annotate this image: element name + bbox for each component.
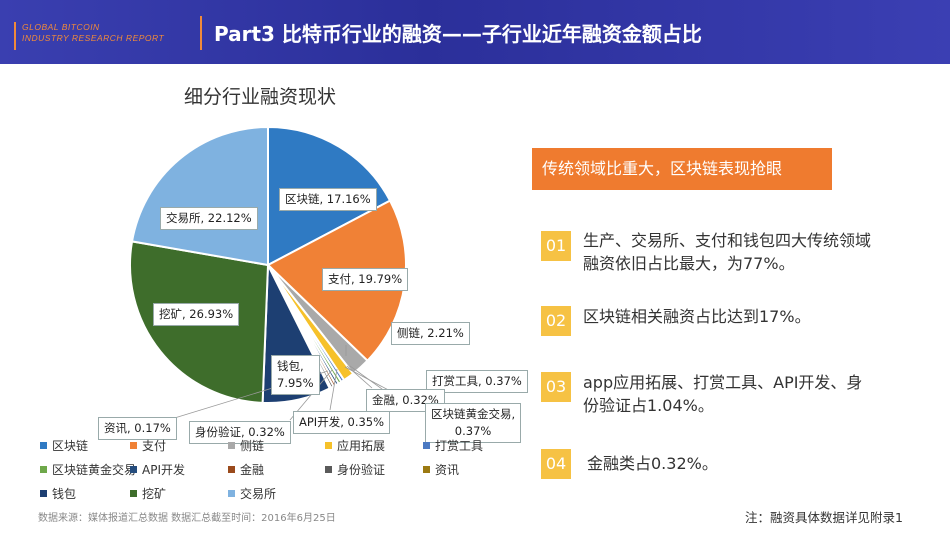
point-number-02: 02: [541, 306, 571, 336]
legend-item-blockchain: 区块链: [40, 437, 88, 454]
summary-banner: 传统领域比重大，区块链表现抢眼: [532, 148, 832, 190]
footnote: 注：融资具体数据详见附录1: [745, 510, 903, 525]
leader-line-finance: [346, 365, 373, 389]
pie-slice-12: [130, 125, 269, 267]
chart-title: 细分行业融资现状: [183, 86, 336, 108]
point-text-04: 金融类占0.32%。: [587, 452, 718, 475]
legend-label: 应用拓展: [337, 439, 386, 453]
header-divider: [200, 16, 202, 50]
label-identity: 身份验证, 0.32%: [189, 421, 291, 444]
legend-label: 挖矿: [142, 487, 167, 501]
label-gold-line2: 0.37%: [454, 424, 492, 438]
label-gold: 区块链黄金交易, 0.37%: [425, 403, 522, 443]
header-bar: GLOBAL BITCOIN INDUSTRY RESEARCH REPORT …: [0, 0, 950, 64]
legend-item-finance: 金融: [228, 461, 264, 478]
legend-item-api: API开发: [130, 461, 185, 478]
point-text-line: 金融类占0.32%。: [587, 454, 718, 473]
label-wallet: 钱包, 7.95%: [271, 355, 320, 395]
label-wallet-line1: 钱包,: [277, 359, 304, 373]
point-text-02: 区块链相关融资占比达到17%。: [583, 305, 811, 328]
legend-swatch: [325, 442, 332, 449]
label-sidechain: 侧链, 2.21%: [391, 322, 470, 345]
legend-label: 区块链: [52, 439, 89, 453]
legend-item-news: 资讯: [423, 461, 459, 478]
point-text-line: 份验证占1.04%。: [583, 396, 714, 415]
point-text-03: app应用拓展、打赏工具、API开发、身 份验证占1.04%。: [583, 371, 862, 417]
label-news: 资讯, 0.17%: [98, 417, 177, 440]
legend-swatch: [130, 442, 137, 449]
point-number-04: 04: [541, 449, 571, 479]
legend-label: 身份验证: [337, 463, 386, 477]
legend-item-app-extension: 应用拓展: [325, 437, 385, 454]
legend-swatch: [130, 466, 137, 473]
legend-swatch: [423, 466, 430, 473]
point-text-line: app应用拓展、打赏工具、API开发、身: [583, 373, 863, 392]
label-exchange: 交易所, 22.12%: [160, 207, 258, 230]
leader-line-api: [329, 368, 338, 411]
legend-swatch: [40, 442, 47, 449]
legend-label: 钱包: [52, 487, 77, 501]
label-tip: 打赏工具, 0.37%: [426, 370, 528, 393]
legend-item-exchange: 交易所: [228, 485, 276, 502]
legend-label: 金融: [240, 463, 265, 477]
legend-swatch: [40, 466, 47, 473]
brand-line-1: GLOBAL BITCOIN: [22, 22, 100, 32]
legend-item-identity: 身份验证: [325, 461, 385, 478]
legend-item-sidechain: 侧链: [228, 437, 264, 454]
label-mining: 挖矿, 26.93%: [153, 303, 240, 326]
legend-swatch: [228, 490, 235, 497]
label-payment: 支付, 19.79%: [322, 268, 409, 291]
point-text-line: 生产、交易所、支付和钱包四大传统领域: [583, 231, 872, 250]
report-brand: GLOBAL BITCOIN INDUSTRY RESEARCH REPORT: [14, 22, 164, 50]
legend-swatch: [228, 466, 235, 473]
data-source: 数据来源：媒体报道汇总数据 数据汇总截至时间：2016年6月25日: [38, 513, 336, 524]
legend-swatch: [228, 442, 235, 449]
legend-label: API开发: [142, 463, 185, 477]
point-text-line: 融资依旧占比最大，为77%。: [583, 254, 795, 273]
legend-label: 打赏工具: [435, 439, 484, 453]
legend-item-payment: 支付: [130, 437, 166, 454]
legend-swatch: [130, 490, 137, 497]
legend-item-gold: 区块链黄金交易: [40, 461, 136, 478]
legend-label: 交易所: [240, 487, 277, 501]
point-number-01: 01: [541, 231, 571, 261]
legend-label: 资讯: [435, 463, 460, 477]
legend-label: 支付: [142, 439, 167, 453]
label-gold-line1: 区块链黄金交易,: [431, 407, 516, 421]
label-wallet-line2: 7.95%: [277, 376, 314, 390]
label-api: API开发, 0.35%: [293, 411, 391, 434]
point-text-line: 区块链相关融资占比达到17%。: [583, 307, 811, 326]
page-title: Part3 比特币行业的融资——子行业近年融资金额占比: [214, 22, 702, 46]
legend-swatch: [40, 490, 47, 497]
legend-swatch: [325, 466, 332, 473]
legend-label: 区块链黄金交易: [52, 463, 137, 477]
legend-label: 侧链: [240, 439, 265, 453]
point-number-03: 03: [541, 372, 571, 402]
brand-line-2: INDUSTRY RESEARCH REPORT: [22, 33, 165, 43]
legend-item-wallet: 钱包: [40, 485, 76, 502]
legend-item-tip: 打赏工具: [423, 437, 483, 454]
legend-swatch: [423, 442, 430, 449]
point-text-01: 生产、交易所、支付和钱包四大传统领域 融资依旧占比最大，为77%。: [583, 229, 871, 275]
label-blockchain: 区块链, 17.16%: [279, 188, 377, 211]
legend-item-mining: 挖矿: [130, 485, 166, 502]
